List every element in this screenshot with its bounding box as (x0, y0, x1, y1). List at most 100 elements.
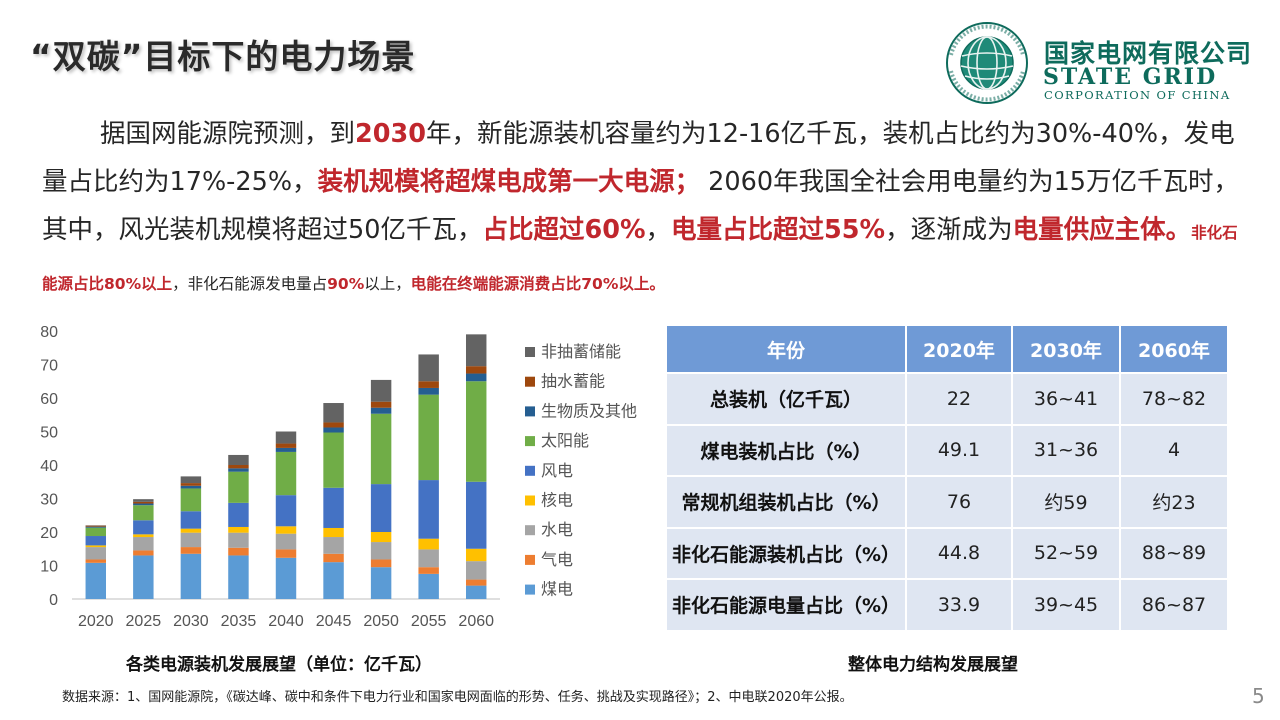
bar-segment (180, 488, 202, 512)
bar-segment (323, 432, 344, 488)
bar-segment (418, 567, 439, 574)
x-tick-label: 2055 (411, 613, 447, 630)
bar-segment (133, 520, 154, 535)
y-tick-label: 20 (40, 525, 58, 542)
legend-swatch (525, 554, 535, 565)
table-cell: 22 (907, 374, 1011, 424)
bar-segment (418, 480, 439, 539)
bar-segment (133, 534, 154, 538)
bar-segment (370, 567, 392, 599)
y-tick-label: 50 (40, 425, 58, 442)
table-row: 非化石能源电量占比（%） 33.9 39~45 86~87 (667, 580, 1227, 630)
y-tick-label: 30 (40, 492, 58, 509)
bar-segment (323, 403, 344, 423)
table-cell: 76 (907, 477, 1011, 527)
y-tick-label: 80 (40, 324, 58, 341)
table-row: 煤电装机占比（%） 49.1 31~36 4 (667, 425, 1227, 475)
bar-segment (180, 547, 202, 554)
bar-segment (275, 557, 297, 599)
chart-caption: 各类电源装机发展展望（单位：亿千瓦） (126, 655, 432, 675)
bar-segment (323, 537, 344, 554)
legend-swatch (525, 465, 535, 476)
table-row-label: 非化石能源电量占比（%） (667, 580, 905, 630)
bar-segment (180, 511, 202, 529)
bar-segment (465, 548, 487, 562)
bar-segment (275, 495, 297, 527)
bar-segment (228, 532, 249, 548)
table-caption: 整体电力结构发展展望 (848, 655, 1018, 675)
bar-segment (370, 413, 392, 485)
state-grid-emblem-icon (946, 22, 1028, 104)
table-row-label: 总装机（亿千瓦） (667, 374, 905, 424)
legend-label: 水电 (541, 520, 573, 539)
bar-segment (418, 354, 439, 382)
bar-segment (180, 476, 202, 484)
legend-swatch (525, 436, 535, 447)
bar-segment (370, 407, 392, 414)
table-row-label: 非化石能源装机占比（%） (667, 528, 905, 578)
y-tick-label: 10 (40, 559, 58, 576)
y-tick-label: 60 (40, 391, 58, 408)
bar-segment (465, 334, 487, 367)
table-cell: 78~82 (1121, 374, 1227, 424)
bar-segment (418, 394, 439, 481)
bar-segment (465, 373, 487, 382)
table-cell: 88~89 (1121, 528, 1227, 578)
bar-segment (323, 427, 344, 433)
bar-segment (323, 553, 344, 563)
table-row: 总装机（亿千瓦） 22 36~41 78~82 (667, 374, 1227, 424)
legend-label: 太阳能 (541, 431, 589, 450)
bar-segment (465, 381, 487, 482)
bar-segment (85, 559, 107, 563)
bar-segment (180, 485, 202, 489)
bar-segment (228, 454, 249, 465)
bar-segment (465, 585, 487, 599)
bar-segment (370, 542, 392, 560)
table-row-label: 煤电装机占比（%） (667, 425, 905, 475)
y-tick-label: 70 (40, 358, 58, 375)
table-header-row: 年份 2020年 2030年 2060年 (667, 326, 1227, 372)
bar-segment (133, 499, 154, 502)
bar-segment (228, 526, 249, 533)
bar-segment (370, 401, 392, 408)
y-tick-label: 40 (40, 458, 58, 475)
bar-segment (275, 533, 297, 550)
bar-segment (465, 561, 487, 580)
table-header-cell: 2020年 (907, 326, 1011, 372)
table-cell: 39~45 (1013, 580, 1119, 630)
legend-label: 非抽蓄储能 (541, 342, 621, 361)
data-source-note: 数据来源：1、国网能源院，《碳达峰、碳中和条件下电力行业和国家电网面临的形势、任… (62, 690, 853, 705)
x-tick-label: 2060 (458, 613, 494, 630)
bar-segment (133, 550, 154, 556)
table-header-cell: 2060年 (1121, 326, 1227, 372)
bar-segment (323, 422, 344, 428)
legend-swatch (525, 525, 535, 536)
bar-segment (180, 532, 202, 548)
bar-segment (275, 443, 297, 448)
bar-segment (228, 547, 249, 556)
bar-segment (85, 536, 107, 546)
bar-segment (275, 549, 297, 558)
bar-segment (228, 555, 249, 599)
legend-swatch (525, 584, 535, 595)
x-tick-label: 2030 (173, 613, 209, 630)
legend-swatch (525, 347, 535, 357)
y-tick-label: 0 (49, 592, 58, 609)
bar-segment (418, 538, 439, 550)
table-cell: 36~41 (1013, 374, 1119, 424)
x-tick-label: 2020 (78, 613, 114, 630)
x-tick-label: 2025 (126, 613, 162, 630)
legend-swatch (525, 376, 535, 387)
bar-segment (465, 579, 487, 586)
x-tick-label: 2050 (363, 613, 399, 630)
bar-segment (228, 468, 249, 472)
legend-label: 风电 (541, 461, 573, 480)
bar-segment (370, 559, 392, 568)
bar-segment (370, 532, 392, 543)
bar-segment (228, 471, 249, 503)
bar-segment (133, 501, 154, 504)
bar-segment (228, 465, 249, 469)
page-title: “双碳”目标下的电力场景 (30, 37, 416, 76)
bar-segment (275, 451, 297, 496)
